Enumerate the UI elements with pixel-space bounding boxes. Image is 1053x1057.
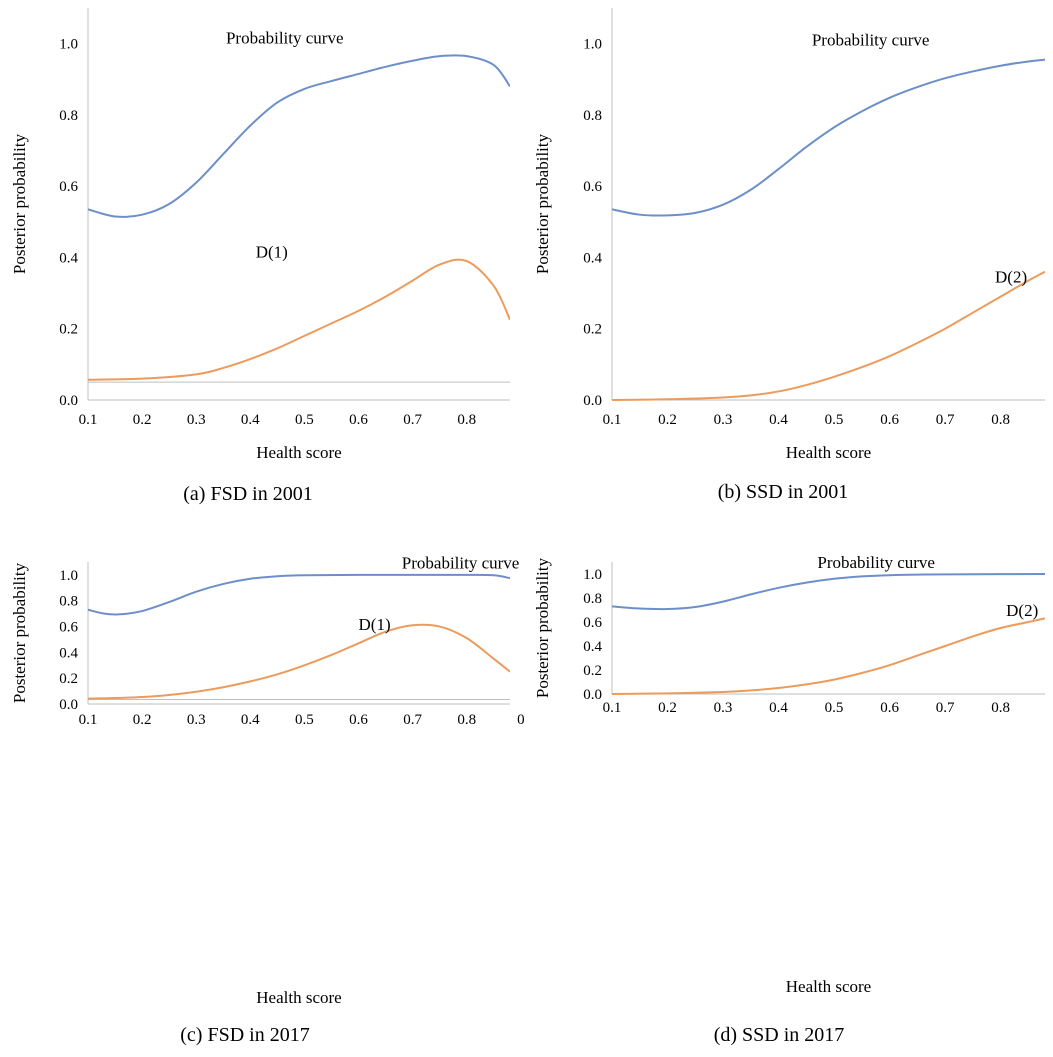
x-tick-label: 0.7 <box>403 412 422 428</box>
panel-caption: (d) SSD in 2017 <box>714 1024 845 1046</box>
y-tick-label: 0.4 <box>583 639 602 655</box>
series-annotation: Probability curve <box>226 29 344 48</box>
series-annotation: Probability curve <box>817 553 935 572</box>
y-axis-title: Posterior probability <box>10 562 29 703</box>
y-tick-label: 0.8 <box>59 108 78 124</box>
x-tick-label: 0.4 <box>241 712 260 728</box>
x-tick-label: 0.2 <box>133 412 152 428</box>
x-tick-label: 0.1 <box>79 412 98 428</box>
x-tick-label: 0.3 <box>187 712 206 728</box>
x-tick-label: 0.4 <box>241 412 260 428</box>
y-axis-title: Posterior probability <box>533 557 552 698</box>
y-tick-label: 0.8 <box>583 591 602 607</box>
x-tick-label: 0.8 <box>991 412 1010 428</box>
x-tick-label: 0.6 <box>349 712 368 728</box>
x-tick-label: 0.4 <box>769 700 788 716</box>
series-annotation: Probability curve <box>402 553 520 572</box>
dominance-curve-line <box>612 270 1045 401</box>
x-tick-label: 0.6 <box>880 412 899 428</box>
dominance-curve-line <box>612 617 1045 695</box>
x-axis-title: Health score <box>786 977 871 996</box>
x-tick-label: 0.5 <box>825 700 844 716</box>
x-tick-label: 0.7 <box>403 712 422 728</box>
chart-panel-2: 0.0 0.2 0.4 0.6 0.8 1.0 0.1 0.2 0.3 0.4 0.5 0.6 0.7 0… <box>533 8 1045 503</box>
x-tick-label: 0.5 <box>295 412 314 428</box>
probability-curve-line <box>612 58 1045 217</box>
x-tick-label: 0.1 <box>79 712 98 728</box>
dominance-curve-line <box>88 258 510 381</box>
x-axis-title: Health score <box>256 988 341 1007</box>
x-tick-label: 0.6 <box>880 700 899 716</box>
y-tick-label: 0.2 <box>59 322 78 338</box>
y-tick-label: 0.4 <box>583 250 602 266</box>
chart-panel-1: 0.0 0.2 0.4 0.6 0.8 1.0 0.1 0.2 0.3 0.4 0.5 0.6 0.7 0… <box>10 8 510 505</box>
series-annotation: D(2) <box>995 267 1027 286</box>
y-tick-label: 0.8 <box>583 108 602 124</box>
y-tick-label: 1.0 <box>583 37 602 53</box>
series-annotation: D(2) <box>1006 601 1038 620</box>
y-tick-label: 0.0 <box>583 393 602 409</box>
panel-caption: (c) FSD in 2017 <box>180 1024 309 1046</box>
y-tick-label: 0.4 <box>59 645 78 661</box>
y-tick-label: 0.6 <box>583 615 602 631</box>
y-tick-label: 0.6 <box>59 620 78 636</box>
x-tick-label: 0.7 <box>936 412 955 428</box>
x-tick-label: 0 <box>517 712 525 728</box>
y-axis-title: Posterior probability <box>10 133 29 274</box>
x-tick-label: 0.2 <box>658 412 677 428</box>
y-tick-label: 0.6 <box>583 179 602 195</box>
panel-caption: (a) FSD in 2001 <box>183 483 312 505</box>
y-tick-label: 0.2 <box>59 671 78 687</box>
chart-panel-4: 0.0 0.2 0.4 0.6 0.8 1.0 0.1 0.2 0.3 0.4 0.5 0.6 0.7 0… <box>533 553 1053 1046</box>
series-annotation: D(1) <box>359 615 391 634</box>
x-tick-label: 0.8 <box>457 712 476 728</box>
panel-caption: (b) SSD in 2001 <box>718 481 849 503</box>
x-tick-label: 0.8 <box>991 700 1010 716</box>
dominance-curve-line <box>88 623 510 700</box>
x-tick-label: 0.5 <box>825 412 844 428</box>
x-tick-label: 0.6 <box>349 412 368 428</box>
probability-curve-line <box>612 573 1045 611</box>
probability-curve-line <box>88 54 510 218</box>
y-tick-label: 1.0 <box>59 568 78 584</box>
y-tick-label: 0.0 <box>583 687 602 703</box>
y-tick-label: 1.0 <box>583 567 602 583</box>
y-tick-label: 0.0 <box>59 697 78 713</box>
y-tick-label: 0.0 <box>59 393 78 409</box>
x-tick-label: 0.1 <box>603 412 622 428</box>
chart-panel-3: 0.0 0.2 0.4 0.6 0.8 1.0 0.1 0.2 0.3 0.4 0.5 0.6 0.7 0… <box>10 553 525 1046</box>
y-tick-label: 0.2 <box>583 322 602 338</box>
x-tick-label: 0.4 <box>769 412 788 428</box>
x-tick-label: 0.5 <box>295 712 314 728</box>
series-annotation: Probability curve <box>812 30 930 49</box>
y-tick-label: 0.6 <box>59 179 78 195</box>
x-tick-label: 0.3 <box>187 412 206 428</box>
y-tick-label: 0.2 <box>583 663 602 679</box>
x-tick-label: 0.3 <box>714 700 733 716</box>
y-tick-label: 1.0 <box>59 37 78 53</box>
y-tick-label: 0.8 <box>59 594 78 610</box>
x-axis-title: Health score <box>786 443 871 462</box>
y-axis-title: Posterior probability <box>533 133 552 274</box>
x-tick-label: 0.2 <box>133 712 152 728</box>
x-tick-label: 0.7 <box>936 700 955 716</box>
x-axis-title: Health score <box>256 443 341 462</box>
series-annotation: D(1) <box>256 242 288 261</box>
y-tick-label: 0.4 <box>59 250 78 266</box>
probability-curve-line <box>88 573 510 616</box>
x-tick-label: 0.3 <box>714 412 733 428</box>
x-tick-label: 0.8 <box>457 412 476 428</box>
x-tick-label: 0.1 <box>603 700 622 716</box>
x-tick-label: 0.2 <box>658 700 677 716</box>
